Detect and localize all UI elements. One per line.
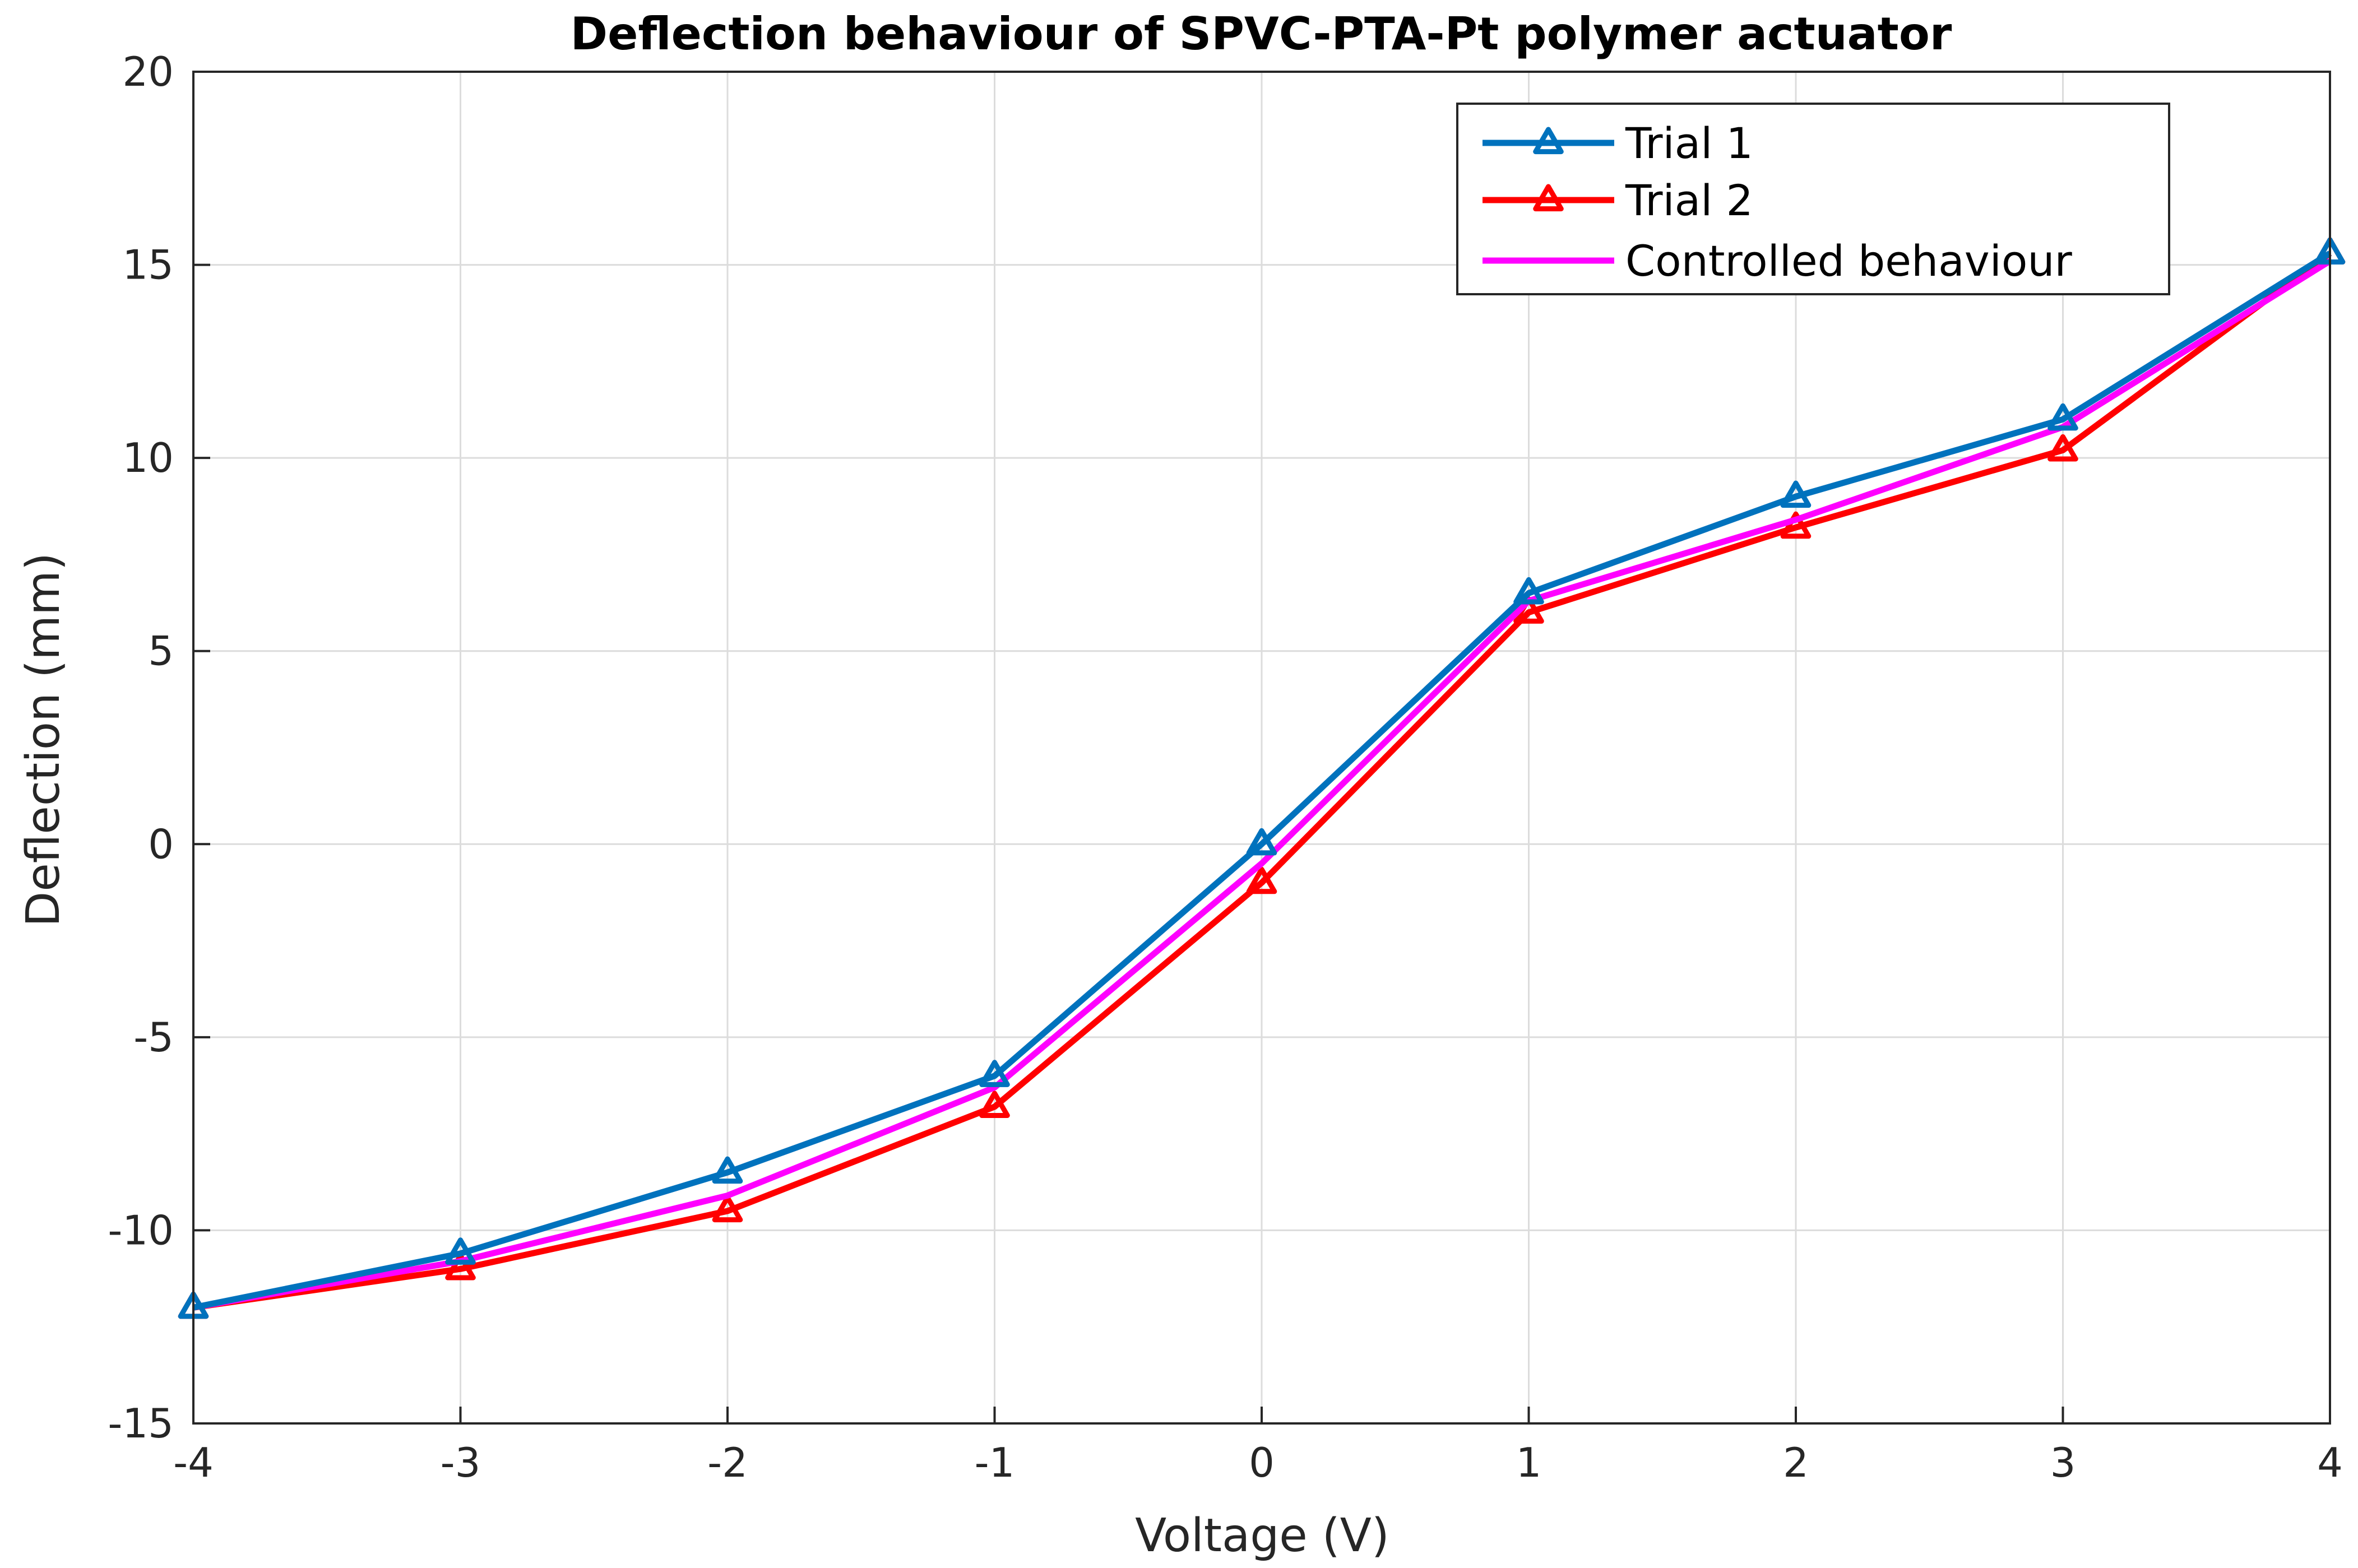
x-tick-label: 1 [1516, 1439, 1542, 1486]
series-line-trial-2 [193, 250, 2332, 1311]
y-tick-label: 10 [122, 434, 174, 481]
data-point-trial-1 [979, 1060, 1010, 1087]
data-point-trial-1 [1246, 828, 1277, 856]
series-line-trial-1 [192, 250, 2332, 1311]
y-tick-label: 15 [122, 242, 174, 289]
legend-label: Trial 1 [1625, 118, 1753, 168]
data-point-trial-1 [445, 1237, 476, 1265]
x-axis-label: Voltage (V) [1135, 1509, 1389, 1562]
data-point-trial-2 [1780, 511, 1812, 539]
legend-entry-trial-1: Trial 1 [1483, 118, 1753, 168]
data-point-trial-1 [712, 1156, 743, 1184]
y-tick-label: -15 [108, 1400, 174, 1447]
data-point-trial-2 [2047, 434, 2078, 462]
y-tick-label: 0 [148, 820, 174, 867]
data-point-trial-2 [445, 1252, 476, 1281]
data-point-trial-1 [1780, 480, 1812, 508]
x-tick-label: -3 [441, 1439, 481, 1486]
x-tick-label: -1 [975, 1439, 1015, 1486]
chart-title: Deflection behaviour of SPVC-PTA-Pt poly… [571, 8, 1952, 60]
legend-entry-controlled-behaviour: Controlled behaviour [1483, 236, 2072, 286]
legend-label: Controlled behaviour [1625, 236, 2072, 286]
legend-label: Trial 2 [1625, 175, 1753, 225]
y-tick-label: 5 [148, 628, 174, 675]
y-tick-label: -5 [133, 1014, 174, 1061]
plot-series [178, 237, 2346, 1319]
legend-marker [1533, 127, 1564, 155]
legend-marker [1533, 184, 1564, 212]
x-tick-label: -4 [173, 1439, 214, 1486]
legend: Trial 1 Trial 2 Controlled behaviour [1456, 103, 2170, 295]
series-line-controlled-behaviour [193, 258, 2332, 1311]
data-point-trial-2 [712, 1195, 743, 1223]
y-tick-label: -10 [108, 1207, 174, 1254]
y-axis-label: Deflection (mm) [17, 553, 70, 927]
x-tick-label: 0 [1249, 1439, 1275, 1486]
series-controlled-behaviour [193, 258, 2332, 1311]
x-tick-label: 4 [2317, 1439, 2343, 1486]
data-point-trial-2 [979, 1091, 1010, 1119]
legend-entry-trial-2: Trial 2 [1483, 175, 1753, 225]
y-tick-label: 20 [122, 48, 174, 95]
x-tick-label: 3 [2050, 1439, 2076, 1486]
x-tick-label: 2 [1783, 1439, 1809, 1486]
data-point-trial-2 [1246, 866, 1277, 894]
x-tick-label: -2 [707, 1439, 748, 1486]
data-point-trial-1 [1513, 577, 1544, 605]
data-point-trial-1 [2047, 403, 2078, 431]
